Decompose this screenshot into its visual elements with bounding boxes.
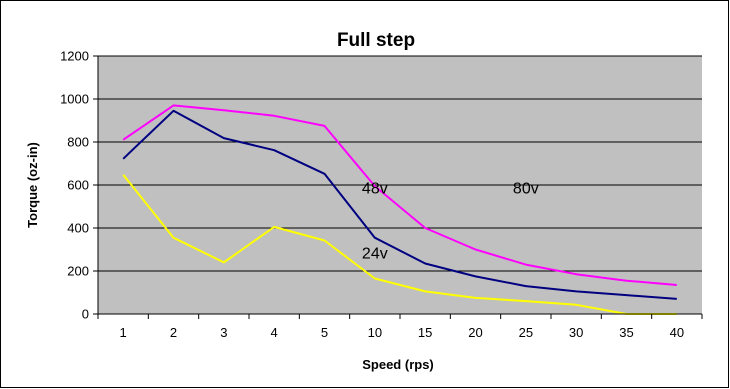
- x-tick-label: 35: [619, 325, 633, 340]
- series-line-1: [122, 104, 677, 286]
- y-tick-label: 0: [82, 307, 89, 322]
- x-tick-label: 40: [670, 325, 684, 340]
- y-tick-label: 1000: [60, 92, 89, 107]
- x-tick-label: 15: [418, 325, 432, 340]
- x-tick-label: 5: [321, 325, 328, 340]
- y-tick-labels: 0 200 400 600 800 1000 1200: [60, 49, 89, 322]
- x-tick-label: 1: [120, 325, 127, 340]
- x-tick-label: 2: [170, 325, 177, 340]
- series-line-2: [122, 109, 677, 300]
- annotations: 48v 80v 24v: [362, 181, 539, 263]
- y-tick-label: 200: [67, 264, 89, 279]
- y-tick-label: 400: [67, 221, 89, 236]
- axes: [93, 55, 703, 319]
- series-lines: [122, 104, 677, 315]
- annotation-label: 24v: [362, 246, 388, 263]
- chart-title: Full step: [337, 30, 415, 51]
- y-tick-label: 800: [67, 135, 89, 150]
- y-tick-label: 1200: [60, 49, 89, 64]
- x-tick-label: 20: [468, 325, 482, 340]
- gridlines: [98, 55, 702, 272]
- x-tick-labels: 1 2 3 4 5 10 15 20 25 30 35 40: [120, 325, 685, 340]
- x-tick-label: 10: [368, 325, 382, 340]
- x-tick-label: 30: [569, 325, 583, 340]
- annotation-label: 80v: [513, 181, 539, 198]
- x-tick-label: 25: [519, 325, 533, 340]
- y-tick-label: 600: [67, 178, 89, 193]
- annotation-label: 48v: [362, 181, 388, 198]
- series-line-3: [122, 174, 677, 315]
- x-tick-label: 4: [271, 325, 278, 340]
- y-axis-title: Torque (oz-in): [25, 142, 40, 228]
- x-axis-title: Speed (rps): [362, 357, 434, 372]
- x-tick-label: 3: [220, 325, 227, 340]
